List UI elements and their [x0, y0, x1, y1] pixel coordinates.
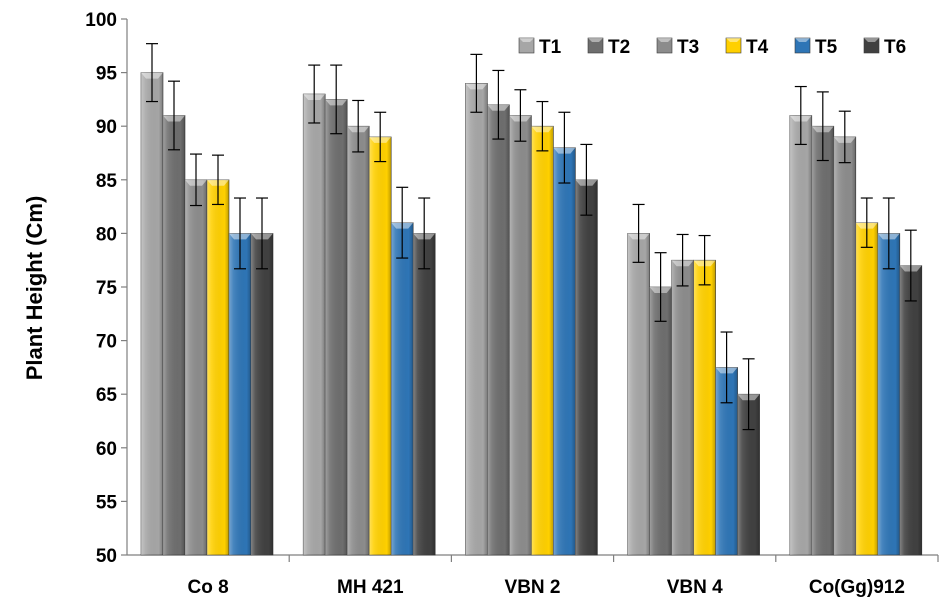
legend-swatch-t6	[863, 37, 880, 54]
bar-shade	[141, 72, 163, 555]
y-axis-title: Plant Height (Cm)	[22, 196, 47, 381]
bar-shade	[325, 99, 348, 556]
bar-shade	[553, 147, 576, 555]
x-category-label: VBN 4	[667, 577, 723, 598]
legend: T1 T2 T3 T4 T5 T6	[518, 37, 906, 58]
legend-label-t2: T2	[608, 37, 630, 58]
legend-swatch-t1	[518, 37, 535, 54]
legend-label-t5: T5	[815, 37, 838, 58]
legend-swatch-bevel	[795, 38, 810, 42]
legend-swatch-t3	[656, 37, 673, 54]
bar-shade	[877, 233, 900, 555]
y-axis-ticks: 50 55 60 65 70 75 80 85 90 95 100	[85, 10, 127, 567]
bar-shade	[229, 233, 251, 555]
bar-shade	[487, 104, 510, 555]
bar-shade	[789, 115, 812, 555]
y-tick-label: 80	[96, 224, 117, 245]
y-tick-label: 95	[96, 64, 118, 85]
bar-shade	[347, 126, 370, 555]
bar-shade	[899, 265, 922, 555]
bar-shade	[509, 115, 532, 555]
bar-shade	[369, 136, 392, 556]
y-tick-label: 55	[96, 492, 118, 513]
legend-swatch-bevel	[864, 38, 879, 42]
x-axis-labels: Co 8 MH 421 VBN 2 VBN 4 Co(Gg)912	[188, 555, 939, 598]
legend-swatch-bevel	[726, 38, 741, 42]
legend-label-t1: T1	[539, 37, 562, 58]
bar-shade	[251, 233, 273, 555]
bar-shade	[575, 179, 598, 556]
legend-label-t4: T4	[746, 37, 769, 58]
error-bars	[146, 43, 917, 431]
bar-shade	[207, 179, 229, 556]
x-category-label: MH 421	[337, 577, 404, 598]
legend-swatch-bevel	[519, 38, 534, 42]
bar-shade	[465, 83, 488, 555]
bar-shade	[715, 367, 738, 555]
y-tick-label: 100	[85, 10, 117, 31]
legend-swatch-bevel	[657, 38, 672, 42]
x-category-label: Co(Gg)912	[809, 577, 905, 598]
legend-swatch-t2	[587, 37, 604, 54]
bar-shade	[671, 260, 694, 555]
bar-shade	[391, 222, 414, 555]
bar-shade	[855, 222, 878, 555]
legend-swatch-t5	[794, 37, 811, 54]
legend-swatch-bevel	[588, 38, 603, 42]
bar-shade	[811, 126, 834, 555]
bar-shade	[413, 233, 436, 555]
x-category-label: Co 8	[188, 577, 229, 598]
bar-shade	[833, 136, 856, 556]
y-tick-label: 70	[96, 332, 117, 353]
y-tick-label: 50	[96, 546, 117, 567]
bar-shade	[185, 179, 207, 556]
legend-swatch-t4	[725, 37, 742, 54]
bar-shade	[693, 260, 716, 555]
y-tick-label: 90	[96, 117, 117, 138]
legend-label-t6: T6	[884, 37, 906, 58]
x-category-label: VBN 2	[505, 577, 561, 598]
bar-shade	[303, 94, 326, 555]
legend-label-t3: T3	[677, 37, 699, 58]
y-tick-label: 65	[96, 385, 118, 406]
y-tick-label: 85	[96, 171, 118, 192]
bar-shade	[163, 115, 185, 555]
y-tick-label: 75	[96, 278, 118, 299]
bar-shade	[531, 126, 554, 555]
bar-shade	[737, 394, 760, 555]
bar-shade	[627, 233, 650, 555]
y-tick-label: 60	[96, 439, 117, 460]
bars	[140, 72, 923, 556]
bar-shade	[649, 287, 672, 555]
